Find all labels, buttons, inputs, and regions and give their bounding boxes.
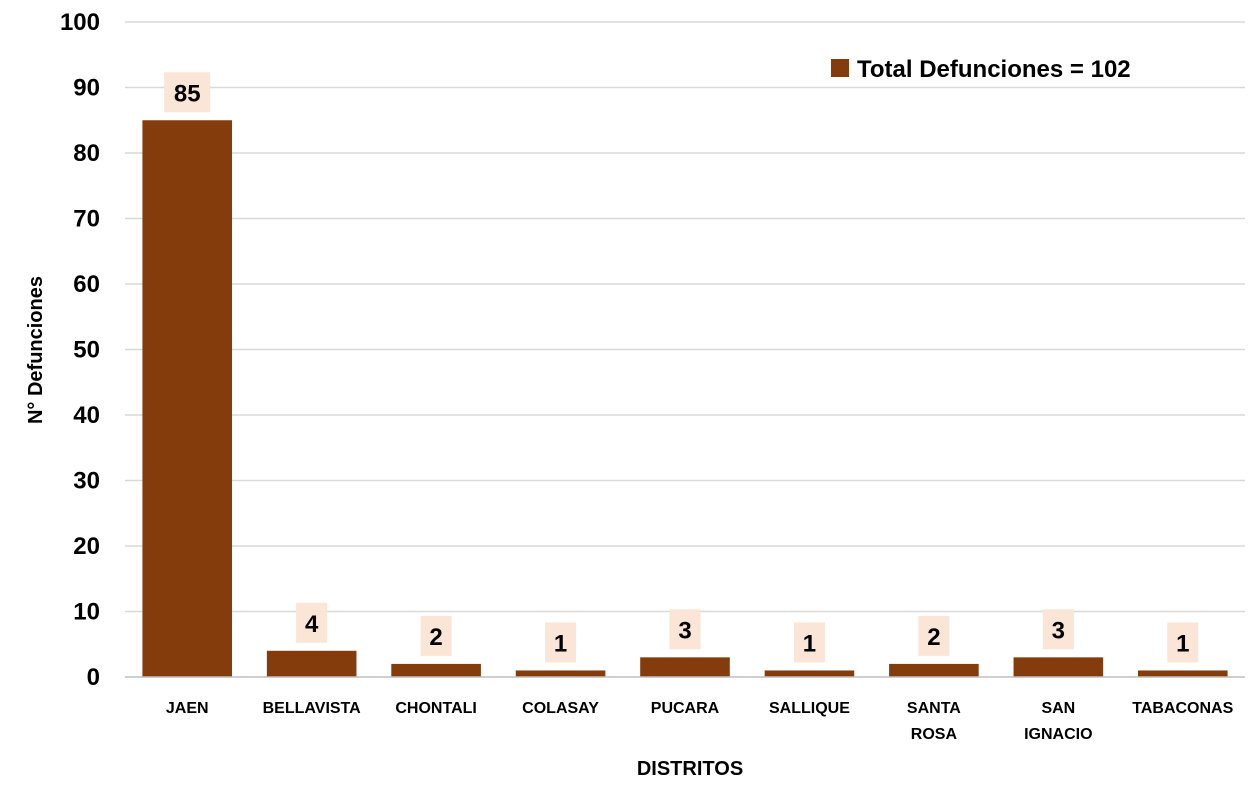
data-label-box bbox=[669, 609, 701, 650]
data-label-box bbox=[420, 615, 452, 656]
data-label: 4 bbox=[305, 611, 319, 638]
x-category-label: SAN IGNACIO bbox=[1024, 700, 1092, 743]
bar bbox=[391, 663, 481, 677]
x-category-label: TABACONAS bbox=[1132, 700, 1233, 717]
x-axis-title: DISTRITOS bbox=[637, 758, 743, 780]
gridlines bbox=[125, 21, 1245, 613]
x-axis-categories: JAEN BELLAVISTA CHONTALI COLASAY PUCARA SALLI… bbox=[166, 700, 1234, 743]
y-tick-label: 100 bbox=[60, 9, 100, 36]
y-tick-label: 80 bbox=[73, 140, 100, 167]
bar bbox=[515, 670, 606, 677]
data-label-box bbox=[1167, 622, 1199, 663]
x-category-label: BELLAVISTA bbox=[263, 700, 362, 717]
y-tick-label: 30 bbox=[73, 468, 100, 495]
data-label-box bbox=[545, 622, 577, 663]
x-category-label: COLASAY bbox=[522, 700, 599, 717]
bar bbox=[764, 670, 855, 677]
data-label: 1 bbox=[554, 630, 567, 657]
x-category-label: CHONTALI bbox=[395, 700, 476, 717]
legend-entry: Total Defunciones = 102 bbox=[857, 56, 1131, 83]
data-label-box bbox=[1042, 609, 1074, 650]
data-label: 2 bbox=[927, 624, 940, 651]
data-labels: 85 4 2 1 3 1 2 3 1 bbox=[164, 72, 1199, 663]
y-tick-label: 70 bbox=[73, 206, 100, 233]
y-axis-ticks: 0 10 20 30 40 50 60 70 80 90 100 bbox=[60, 9, 100, 691]
bar bbox=[1137, 670, 1228, 677]
data-label: 2 bbox=[429, 624, 442, 651]
bar bbox=[640, 657, 730, 677]
data-label: 1 bbox=[1176, 630, 1189, 657]
y-tick-label: 90 bbox=[73, 75, 100, 102]
data-label: 3 bbox=[678, 617, 691, 644]
y-tick-label: 50 bbox=[73, 337, 100, 364]
data-label: 1 bbox=[803, 630, 816, 657]
bar bbox=[889, 663, 979, 677]
y-tick-label: 60 bbox=[73, 271, 100, 298]
data-label: 3 bbox=[1052, 617, 1065, 644]
bar bbox=[266, 650, 357, 677]
data-label-box bbox=[918, 615, 950, 656]
bar bbox=[1013, 657, 1104, 677]
data-label-box bbox=[793, 622, 825, 663]
bar bbox=[142, 120, 233, 677]
data-label: 85 bbox=[174, 80, 201, 107]
legend: Total Defunciones = 102 bbox=[831, 56, 1131, 83]
x-category-label: SANTA ROSA bbox=[907, 700, 961, 743]
x-category-label: PUCARA bbox=[651, 700, 720, 717]
data-label-box bbox=[164, 72, 211, 113]
x-category-label: SALLIQUE bbox=[769, 700, 850, 717]
data-label-box bbox=[296, 602, 328, 643]
y-tick-label: 10 bbox=[73, 599, 100, 626]
y-axis-title: N° Defunciones bbox=[25, 276, 47, 424]
y-tick-label: 0 bbox=[87, 664, 100, 691]
y-tick-label: 20 bbox=[73, 533, 100, 560]
bars bbox=[142, 120, 1228, 677]
y-tick-label: 40 bbox=[73, 402, 100, 429]
legend-swatch bbox=[831, 59, 849, 77]
x-category-label: JAEN bbox=[166, 700, 209, 717]
